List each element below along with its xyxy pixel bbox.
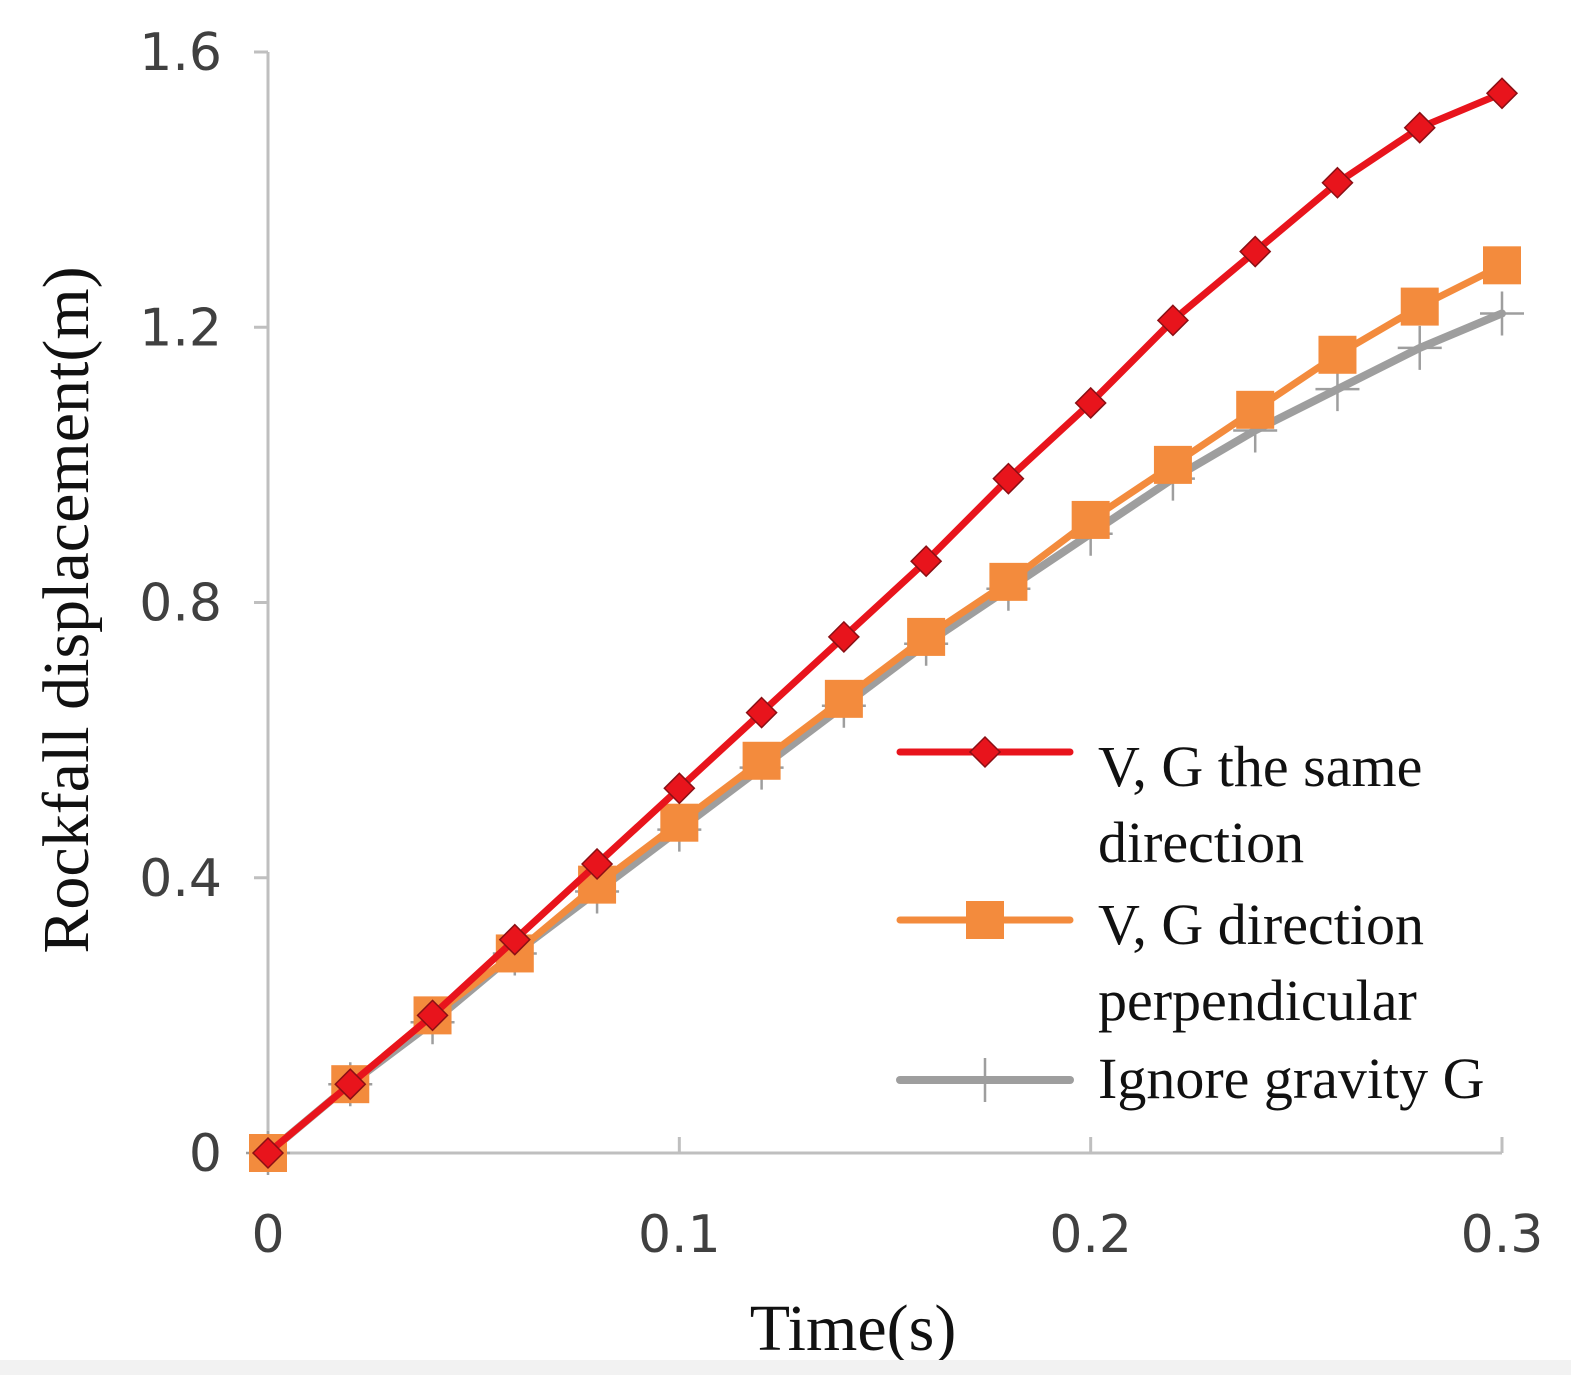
legend: V, G the same direction V, G direction perp… bbox=[896, 734, 1485, 1111]
data-point bbox=[824, 679, 863, 718]
data-point bbox=[663, 772, 696, 805]
data-point bbox=[989, 562, 1028, 601]
legend-label: direction bbox=[1098, 810, 1304, 875]
y-tick-label: 0.4 bbox=[139, 849, 222, 909]
data-point bbox=[1480, 291, 1524, 336]
data-point bbox=[1403, 111, 1436, 144]
x-tick-label: 0.3 bbox=[1461, 1205, 1544, 1265]
data-point bbox=[1483, 246, 1521, 285]
data-point bbox=[1156, 304, 1189, 337]
data-point bbox=[1153, 445, 1192, 484]
series-square bbox=[249, 246, 1521, 1172]
legend-label: V, G direction bbox=[1098, 892, 1424, 957]
y-tick-label: 1.2 bbox=[139, 298, 222, 358]
data-point bbox=[827, 620, 860, 653]
data-point bbox=[660, 803, 699, 842]
legend-label: perpendicular bbox=[1098, 968, 1417, 1033]
data-point bbox=[968, 735, 1002, 769]
data-point bbox=[963, 1058, 1007, 1102]
data-point bbox=[251, 1136, 285, 1170]
legend-item: V, G the same direction bbox=[896, 734, 1422, 875]
data-point bbox=[1397, 325, 1442, 370]
data-point bbox=[334, 1068, 367, 1101]
data-point bbox=[1485, 77, 1519, 110]
y-axis-title: Rockfall displacement(m) bbox=[30, 266, 103, 953]
data-point bbox=[1400, 287, 1439, 326]
data-point bbox=[1321, 166, 1354, 199]
data-point bbox=[1318, 335, 1357, 374]
series-line bbox=[264, 89, 1506, 1157]
legend-item: V, G direction perpendicular bbox=[896, 892, 1424, 1033]
data-point bbox=[992, 462, 1025, 495]
data-point bbox=[498, 923, 531, 956]
y-tick-label: 1.6 bbox=[139, 23, 222, 83]
y-ticks: 0 0.4 0.8 1.2 1.6 bbox=[139, 23, 268, 1184]
data-point bbox=[416, 999, 449, 1032]
data-point bbox=[745, 696, 778, 729]
data-point bbox=[966, 901, 1004, 939]
data-point bbox=[910, 545, 943, 578]
data-point bbox=[1236, 390, 1275, 429]
series-line bbox=[264, 261, 1506, 1157]
y-tick-label: 0.8 bbox=[139, 574, 222, 634]
series-layer bbox=[246, 77, 1524, 1175]
legend-label: Ignore gravity G bbox=[1098, 1046, 1485, 1111]
x-tick-label: 0 bbox=[251, 1205, 284, 1265]
data-point bbox=[1239, 235, 1272, 268]
x-axis-title: Time(s) bbox=[750, 1292, 957, 1365]
x-ticks: 0 0.1 0.2 0.3 bbox=[251, 1137, 1543, 1265]
data-point bbox=[1315, 367, 1360, 412]
data-point bbox=[1074, 386, 1107, 420]
data-point bbox=[1071, 500, 1110, 539]
series-diamond bbox=[251, 77, 1519, 1170]
y-tick-label: 0 bbox=[189, 1124, 222, 1184]
data-point bbox=[907, 617, 946, 656]
x-tick-label: 0.2 bbox=[1049, 1205, 1132, 1265]
bottom-strip bbox=[0, 1360, 1571, 1375]
legend-item: Ignore gravity G bbox=[896, 1046, 1485, 1111]
legend-label: V, G the same bbox=[1098, 734, 1422, 799]
data-point bbox=[742, 741, 781, 780]
x-tick-label: 0.1 bbox=[638, 1205, 721, 1265]
data-point bbox=[581, 847, 614, 881]
